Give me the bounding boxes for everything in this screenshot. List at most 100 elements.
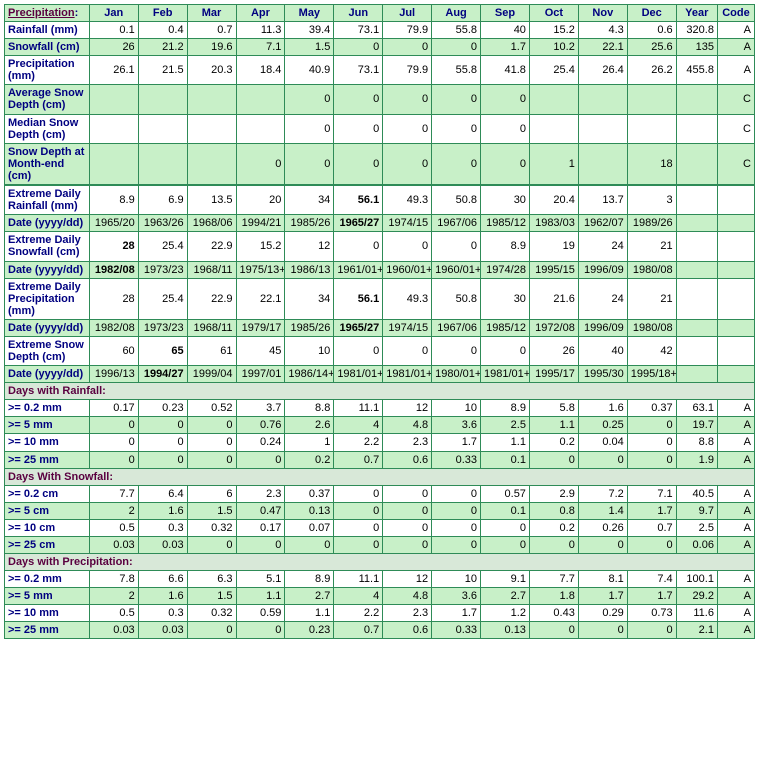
cell: 1.7 bbox=[627, 588, 676, 605]
header-dec: Dec bbox=[627, 5, 676, 22]
cell: 8.8 bbox=[676, 434, 717, 451]
cell: 21.6 bbox=[529, 278, 578, 319]
cell bbox=[717, 185, 754, 215]
cell: A bbox=[717, 400, 754, 417]
cell: 0 bbox=[285, 143, 334, 185]
cell: 8.9 bbox=[481, 232, 530, 261]
cell: 1972/08 bbox=[529, 319, 578, 336]
cell: 0.43 bbox=[529, 605, 578, 622]
cell: 0.33 bbox=[432, 451, 481, 468]
cell: 0 bbox=[481, 519, 530, 536]
table-row: >= 10 mm0000.2412.22.31.71.10.20.0408.8A bbox=[5, 434, 755, 451]
cell bbox=[676, 185, 717, 215]
cell: 4.8 bbox=[383, 417, 432, 434]
row-label: >= 25 cm bbox=[5, 536, 90, 553]
table-row: >= 5 mm0000.762.644.83.62.51.10.25019.7A bbox=[5, 417, 755, 434]
cell: 2.3 bbox=[236, 485, 285, 502]
table-row: Snowfall (cm)2621.219.67.11.50001.710.22… bbox=[5, 39, 755, 56]
cell: 0 bbox=[432, 502, 481, 519]
cell: 1963/26 bbox=[138, 215, 187, 232]
row-label: >= 25 mm bbox=[5, 622, 90, 639]
cell: 10 bbox=[432, 400, 481, 417]
cell: 12 bbox=[383, 571, 432, 588]
cell: 0.3 bbox=[138, 519, 187, 536]
table-row: >= 5 mm21.61.51.12.744.83.62.71.81.71.72… bbox=[5, 588, 755, 605]
row-label: >= 0.2 mm bbox=[5, 400, 90, 417]
cell: 3.6 bbox=[432, 417, 481, 434]
cell: 0.7 bbox=[627, 519, 676, 536]
header-may: May bbox=[285, 5, 334, 22]
cell: 21 bbox=[627, 232, 676, 261]
cell: 0.6 bbox=[383, 622, 432, 639]
section-title: Days with Precipitation: bbox=[5, 554, 755, 571]
row-label: >= 5 cm bbox=[5, 502, 90, 519]
cell: 0 bbox=[578, 622, 627, 639]
cell: 0 bbox=[187, 451, 236, 468]
cell bbox=[187, 85, 236, 114]
table-row: >= 25 mm00000.20.70.60.330.10001.9A bbox=[5, 451, 755, 468]
section-title: Days with Rainfall: bbox=[5, 383, 755, 400]
cell: 7.7 bbox=[89, 485, 138, 502]
cell: 30 bbox=[481, 185, 530, 215]
cell bbox=[236, 85, 285, 114]
cell bbox=[89, 85, 138, 114]
cell: 8.9 bbox=[89, 185, 138, 215]
cell: 0.57 bbox=[481, 485, 530, 502]
table-row: Median Snow Depth (cm)00000C bbox=[5, 114, 755, 143]
cell: 8.9 bbox=[481, 400, 530, 417]
cell: 40 bbox=[481, 22, 530, 39]
cell: 0.25 bbox=[578, 417, 627, 434]
cell: 1.7 bbox=[481, 39, 530, 56]
row-label: Snow Depth at Month-end (cm) bbox=[5, 143, 90, 185]
row-label: Extreme Daily Snowfall (cm) bbox=[5, 232, 90, 261]
cell: 0.03 bbox=[89, 622, 138, 639]
cell: 26 bbox=[89, 39, 138, 56]
cell: 26.1 bbox=[89, 56, 138, 85]
cell: 8.1 bbox=[578, 571, 627, 588]
cell: 39.4 bbox=[285, 22, 334, 39]
cell: 0.4 bbox=[138, 22, 187, 39]
cell: 0 bbox=[89, 434, 138, 451]
cell: A bbox=[717, 571, 754, 588]
cell: 0 bbox=[383, 232, 432, 261]
cell: 0.5 bbox=[89, 519, 138, 536]
cell: 0 bbox=[529, 536, 578, 553]
cell: 0.23 bbox=[285, 622, 334, 639]
cell: 0.03 bbox=[138, 536, 187, 553]
precipitation-link[interactable]: Precipitation bbox=[8, 7, 75, 19]
table-row: Extreme Daily Precipitation (mm)2825.422… bbox=[5, 278, 755, 319]
cell: 1965/27 bbox=[334, 215, 383, 232]
cell: 5.8 bbox=[529, 400, 578, 417]
cell: 1962/07 bbox=[578, 215, 627, 232]
cell bbox=[578, 85, 627, 114]
cell: 0 bbox=[383, 336, 432, 365]
cell: C bbox=[717, 114, 754, 143]
header-oct: Oct bbox=[529, 5, 578, 22]
cell: A bbox=[717, 417, 754, 434]
cell bbox=[676, 261, 717, 278]
cell: 3.7 bbox=[236, 400, 285, 417]
cell: 1974/15 bbox=[383, 215, 432, 232]
cell: 1973/23 bbox=[138, 261, 187, 278]
cell: 0.2 bbox=[285, 451, 334, 468]
cell: 1968/06 bbox=[187, 215, 236, 232]
row-label: Date (yyyy/dd) bbox=[5, 366, 90, 383]
row-label: Median Snow Depth (cm) bbox=[5, 114, 90, 143]
cell: 20 bbox=[236, 185, 285, 215]
cell bbox=[717, 366, 754, 383]
cell: 0 bbox=[138, 451, 187, 468]
cell: 50.8 bbox=[432, 185, 481, 215]
cell: 11.6 bbox=[676, 605, 717, 622]
cell: 4.8 bbox=[383, 588, 432, 605]
cell: 25.4 bbox=[138, 278, 187, 319]
table-row: >= 25 mm0.030.03000.230.70.60.330.130002… bbox=[5, 622, 755, 639]
cell: 11.3 bbox=[236, 22, 285, 39]
cell: 0 bbox=[334, 39, 383, 56]
cell: 22.1 bbox=[236, 278, 285, 319]
cell: 26.4 bbox=[578, 56, 627, 85]
cell: 0.52 bbox=[187, 400, 236, 417]
table-row: Extreme Snow Depth (cm)60656145100000264… bbox=[5, 336, 755, 365]
cell: 0 bbox=[334, 519, 383, 536]
cell: 11.1 bbox=[334, 400, 383, 417]
row-label: >= 0.2 mm bbox=[5, 571, 90, 588]
